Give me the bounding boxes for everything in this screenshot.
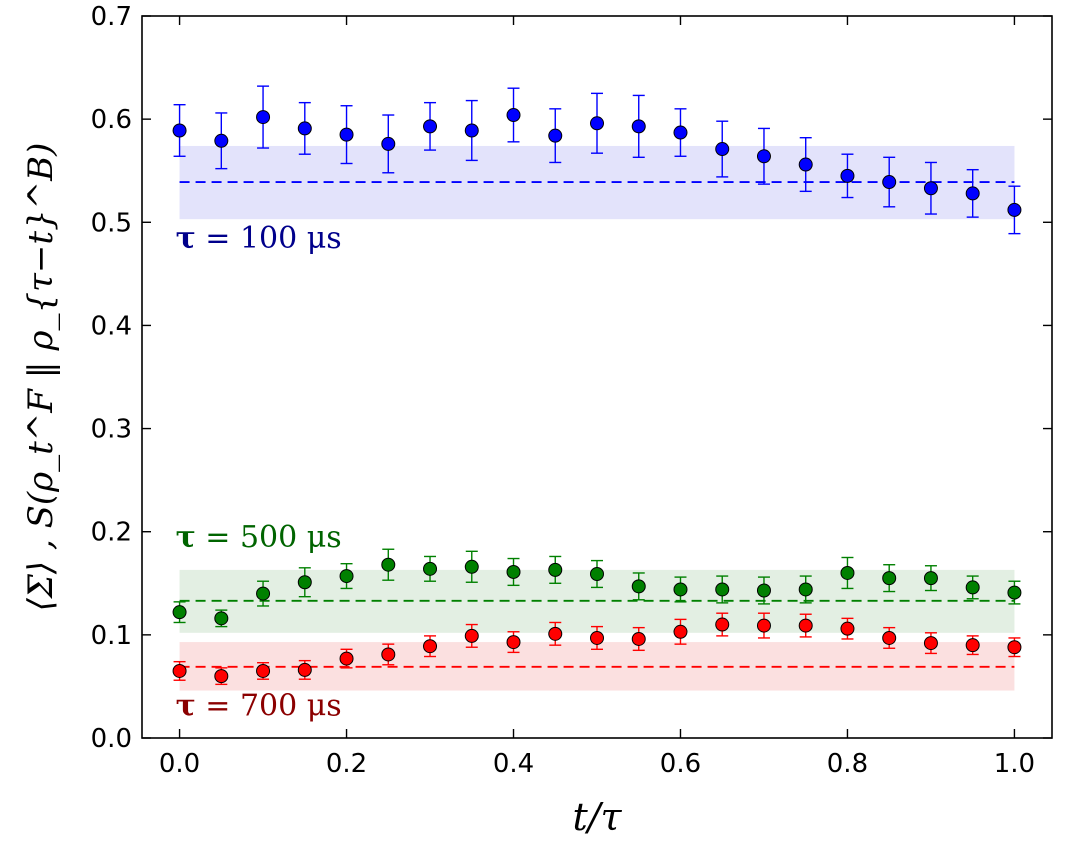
series-0-point [256, 110, 271, 125]
series-0-point [172, 123, 187, 138]
series-1-point [590, 567, 604, 582]
series-0-point [715, 142, 730, 157]
series-1-point [715, 582, 730, 597]
x-tick-label: 1.0 [994, 749, 1035, 779]
series-2-point [297, 662, 312, 677]
series-1-point [631, 579, 646, 594]
series-2-point [1007, 640, 1022, 655]
plot-frame [141, 15, 1053, 739]
x-tick-label: 0.4 [493, 749, 534, 779]
series-1-point [1007, 585, 1022, 600]
series-0-point [923, 181, 938, 196]
series-2-point [214, 669, 229, 684]
series-1-point [756, 583, 771, 598]
series-0-point [965, 186, 980, 201]
series-0-point [631, 119, 646, 134]
y-tick-label: 0.4 [91, 311, 132, 341]
x-axis-label: t/τ [572, 795, 622, 839]
series-1-point [256, 586, 271, 601]
series-2-label-text: = 700 μs [196, 688, 342, 723]
y-axis-label: ⟨Σ⟩ , S(ρ_t^F ‖ ρ_{τ−t}^B) [21, 143, 61, 612]
series-0-point [297, 121, 312, 136]
series-1-point [673, 582, 688, 597]
series-0-point [464, 123, 479, 138]
series-0-point [590, 116, 604, 131]
series-1-point [965, 580, 980, 595]
series-2-label-symbol: τ [176, 688, 196, 723]
series-2-point [339, 651, 354, 666]
series-0-point [882, 175, 897, 190]
series-1-point [548, 562, 563, 577]
series-0-label: τ = 100 μs [176, 221, 342, 256]
x-tick-label: 0.8 [827, 749, 868, 779]
y-tick-label: 0.6 [91, 105, 132, 135]
series-0-point [423, 119, 438, 134]
series-0-point [214, 133, 229, 148]
y-tick-label: 0.1 [91, 621, 132, 651]
series-0-label-text: = 100 μs [196, 221, 342, 256]
tick-labels: 0.0 0.2 0.4 0.6 0.8 1.0 0.0 0.1 0.2 0.3 0.4 0.5 0.6 0… [91, 2, 1035, 779]
series-1-point [381, 557, 396, 572]
series-2-point [923, 636, 938, 651]
series-1-point [214, 611, 229, 626]
series-1-point [882, 571, 897, 586]
series-0-point [798, 157, 813, 172]
series-0-point [548, 128, 563, 143]
series-2-point [882, 630, 897, 645]
series-2-point [756, 618, 771, 633]
series-2-point [840, 621, 855, 636]
series-1-label-symbol: τ [176, 520, 196, 555]
series-0-label-symbol: τ [176, 221, 196, 256]
axis-ticks [142, 15, 1052, 739]
series-2-point [673, 624, 688, 639]
series-0-point [840, 168, 855, 183]
y-tick-label: 0.0 [91, 724, 132, 754]
series-2-point [715, 617, 730, 632]
series-1-point [923, 571, 938, 586]
series-1-point [297, 575, 312, 590]
series-2-point [631, 631, 646, 646]
series-0-point [756, 149, 771, 164]
series-1-point [464, 559, 479, 574]
x-tick-label: 0.2 [326, 749, 367, 779]
data-points [172, 108, 1022, 684]
series-2-point [381, 647, 396, 662]
series-2-point [423, 639, 438, 654]
series-2-point [172, 663, 187, 678]
series-2-point [506, 635, 521, 650]
series-2-label: τ = 700 μs [176, 688, 342, 723]
series-2-point [548, 626, 563, 641]
y-tick-label: 0.2 [91, 518, 132, 548]
series-2-point [798, 618, 813, 633]
x-tick-label: 0.0 [159, 749, 200, 779]
series-2-point [256, 663, 271, 678]
series-2-point [965, 638, 980, 653]
series-1-point [339, 569, 354, 584]
series-1-point [840, 565, 855, 580]
series-1-point [798, 582, 813, 597]
series-0-point [339, 127, 354, 142]
series-0-point [506, 108, 521, 123]
series-1-label: τ = 500 μs [176, 520, 342, 555]
y-tick-label: 0.3 [91, 415, 132, 445]
series-0-point [1007, 202, 1022, 217]
mean-lines [179, 181, 1015, 668]
y-tick-label: 0.5 [91, 208, 132, 238]
y-tick-label: 0.7 [91, 2, 132, 32]
series-labels: τ = 100 μsτ = 500 μsτ = 700 μs [176, 221, 342, 723]
x-tick-label: 0.6 [660, 749, 701, 779]
series-2-point [590, 630, 604, 645]
series-1-point [172, 605, 187, 620]
series-0-point [673, 125, 688, 140]
series-0-point [381, 136, 396, 151]
series-1-point [506, 564, 521, 579]
series-1-point [423, 561, 438, 576]
series-1-label-text: = 500 μs [196, 520, 342, 555]
series-2-point [464, 628, 479, 643]
